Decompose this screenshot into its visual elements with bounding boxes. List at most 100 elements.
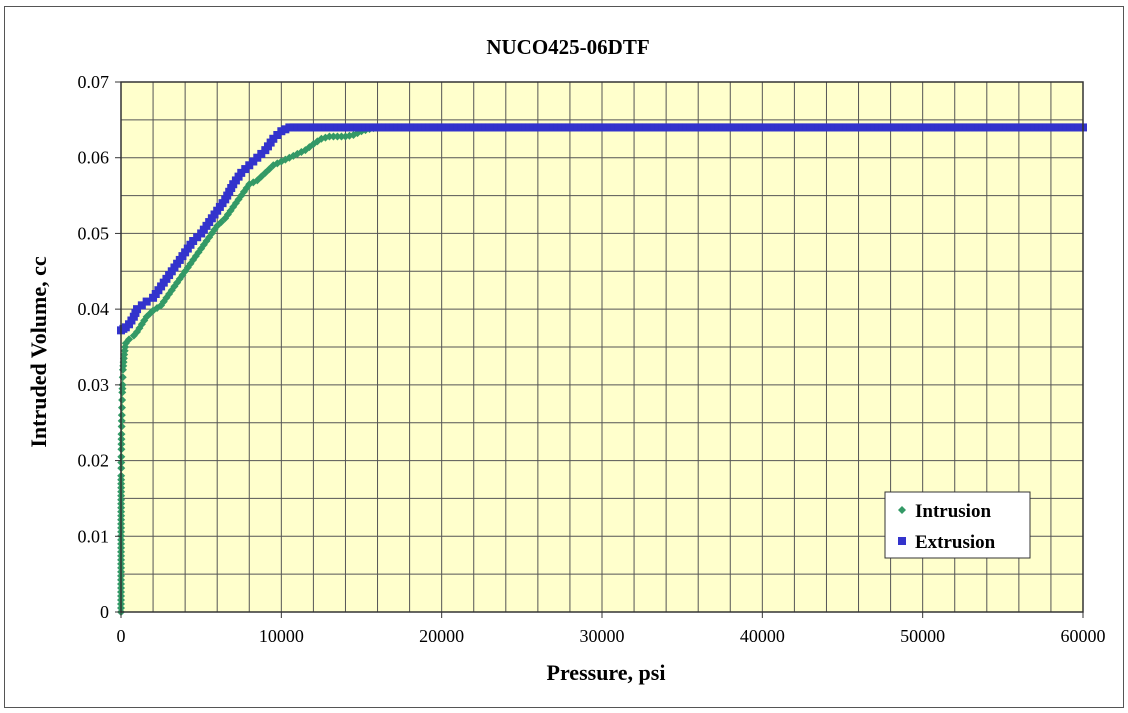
extrusion-point [758, 123, 767, 132]
extrusion-point [650, 123, 659, 132]
extrusion-point [293, 123, 302, 132]
y-tick-label: 0.04 [78, 299, 110, 319]
intrusion-point [117, 403, 126, 412]
extrusion-point [902, 123, 911, 132]
extrusion-point [241, 165, 250, 174]
extrusion-point [517, 123, 526, 132]
legend-box [884, 491, 1031, 559]
extrusion-point [445, 123, 454, 132]
extrusion-point [469, 123, 478, 132]
extrusion-point [722, 123, 731, 132]
extrusion-point [706, 123, 715, 132]
extrusion-point [618, 123, 627, 132]
y-tick-label: 0 [100, 602, 109, 622]
extrusion-point [509, 123, 518, 132]
extrusion-point [970, 123, 979, 132]
extrusion-point [754, 123, 763, 132]
x-axis-title: Pressure, psi [547, 660, 666, 685]
extrusion-point [858, 123, 867, 132]
extrusion-point [842, 123, 851, 132]
extrusion-point [890, 123, 899, 132]
extrusion-point [385, 123, 394, 132]
extrusion-point [762, 123, 771, 132]
extrusion-point [429, 123, 438, 132]
extrusion-point [301, 123, 310, 132]
extrusion-point [329, 123, 338, 132]
extrusion-point [1066, 123, 1075, 132]
extrusion-point [814, 123, 823, 132]
extrusion-point [686, 123, 695, 132]
extrusion-point [381, 123, 390, 132]
extrusion-point [417, 123, 426, 132]
extrusion-point [189, 237, 198, 245]
extrusion-point [489, 123, 498, 132]
extrusion-point [1030, 123, 1039, 132]
extrusion-point [718, 123, 727, 132]
extrusion-point [449, 123, 458, 132]
x-tick-label: 10000 [259, 626, 304, 646]
extrusion-point [269, 134, 278, 143]
extrusion-point [702, 123, 711, 132]
extrusion-point [630, 123, 639, 132]
extrusion-point [369, 123, 378, 132]
extrusion-point [966, 123, 975, 132]
extrusion-point [493, 123, 502, 132]
extrusion-point [553, 123, 562, 132]
extrusion-point [477, 123, 486, 132]
extrusion-point [882, 123, 891, 132]
extrusion-point [349, 123, 358, 132]
extrusion-point [485, 123, 494, 132]
intrusion-point [117, 411, 126, 420]
extrusion-point [549, 123, 558, 132]
extrusion-point [798, 123, 807, 132]
extrusion-point [930, 123, 939, 132]
extrusion-point [325, 123, 334, 132]
extrusion-point [357, 123, 366, 132]
extrusion-point [525, 123, 534, 132]
extrusion-point [866, 123, 875, 132]
extrusion-point [593, 123, 602, 132]
extrusion-point [986, 123, 995, 132]
extrusion-point [834, 123, 843, 132]
x-tick-label: 20000 [419, 626, 464, 646]
chart-title: NUCO425-06DTF [486, 35, 649, 59]
extrusion-point [253, 153, 262, 162]
extrusion-point [598, 123, 606, 132]
extrusion-point [774, 123, 783, 132]
legend-extrusion-marker [898, 537, 906, 545]
extrusion-point [465, 123, 474, 132]
extrusion-point [878, 123, 887, 132]
extrusion-point [569, 123, 578, 132]
extrusion-point [413, 123, 422, 132]
extrusion-point [1006, 123, 1015, 132]
extrusion-point [461, 123, 470, 132]
extrusion-point [726, 123, 735, 132]
extrusion-point [285, 123, 294, 132]
extrusion-point [337, 123, 346, 132]
extrusion-point [906, 123, 915, 132]
extrusion-point [1014, 123, 1023, 132]
extrusion-point [746, 123, 755, 132]
extrusion-point [133, 305, 142, 314]
extrusion-point [257, 149, 266, 158]
extrusion-point [501, 123, 510, 132]
y-tick-label: 0.05 [78, 223, 110, 243]
extrusion-point [846, 123, 855, 132]
extrusion-point [830, 123, 839, 132]
extrusion-point [854, 123, 863, 132]
x-tick-label: 60000 [1061, 626, 1106, 646]
extrusion-point [826, 123, 835, 132]
extrusion-point [473, 123, 482, 132]
extrusion-point [646, 123, 655, 132]
intrusion-point [337, 132, 346, 141]
extrusion-point [626, 123, 635, 132]
extrusion-point [602, 123, 611, 132]
extrusion-point [345, 123, 354, 132]
extrusion-point [453, 123, 462, 132]
extrusion-point [790, 123, 799, 132]
extrusion-point [670, 123, 679, 132]
extrusion-point [237, 168, 246, 177]
extrusion-point [678, 123, 687, 132]
extrusion-point [537, 123, 546, 132]
extrusion-point [317, 123, 326, 132]
